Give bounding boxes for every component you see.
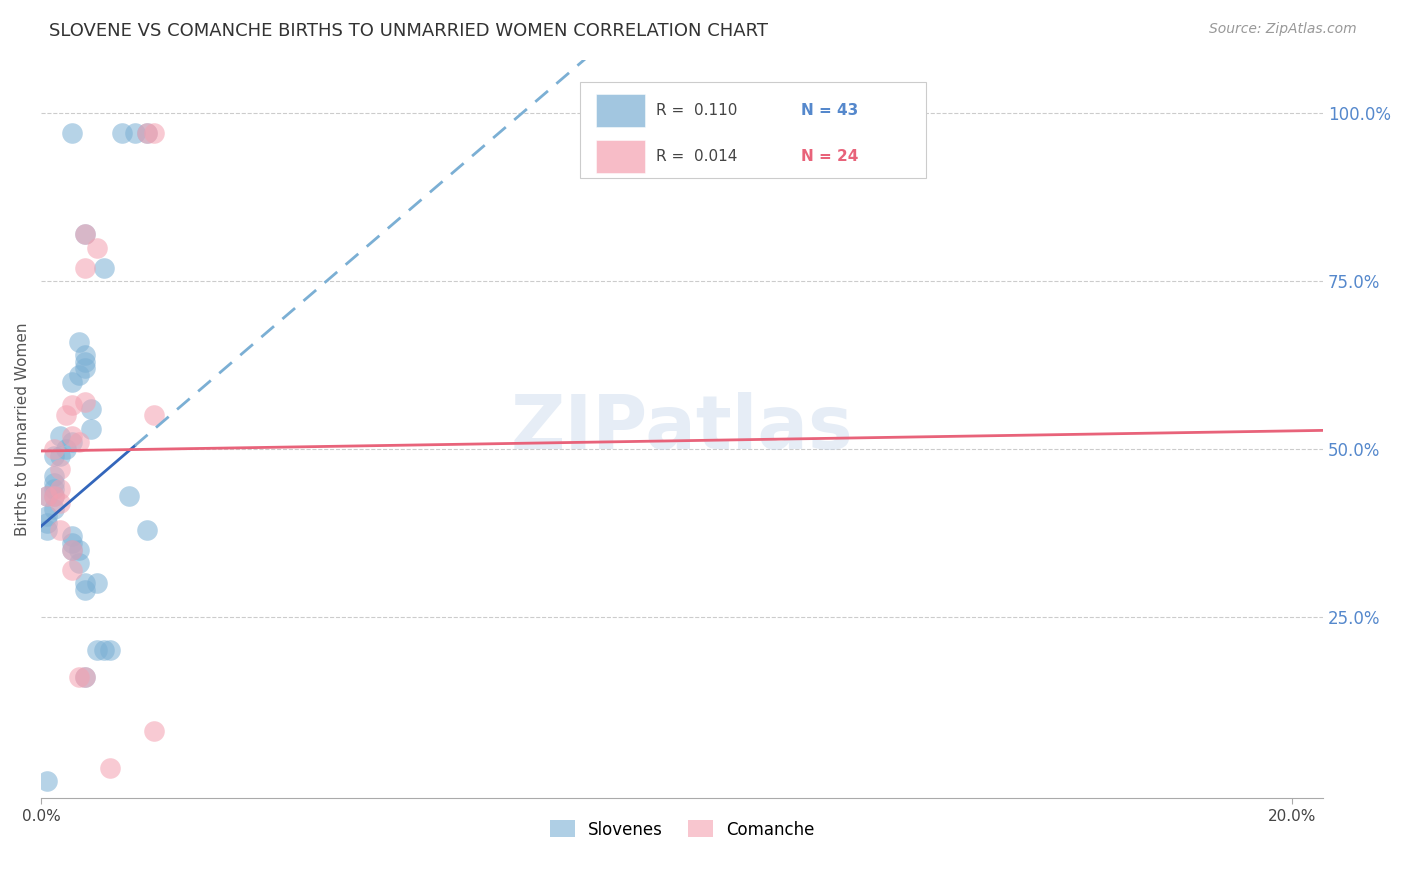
Point	[37, 489, 59, 503]
Point	[118, 489, 141, 503]
Point	[60, 428, 83, 442]
Point	[73, 395, 96, 409]
Point	[37, 489, 59, 503]
Point	[60, 398, 83, 412]
Point	[67, 435, 90, 450]
Point	[42, 449, 65, 463]
Point	[37, 509, 59, 524]
Point	[42, 502, 65, 516]
Point	[37, 774, 59, 789]
Point	[93, 643, 115, 657]
Point	[73, 670, 96, 684]
Point	[86, 576, 108, 591]
Point	[142, 127, 165, 141]
Point	[42, 489, 65, 503]
Point	[93, 260, 115, 275]
Point	[111, 127, 134, 141]
Y-axis label: Births to Unmarried Women: Births to Unmarried Women	[15, 322, 30, 535]
Point	[37, 523, 59, 537]
Point	[49, 483, 72, 497]
Point	[60, 435, 83, 450]
Point	[60, 127, 83, 141]
Text: R =  0.110: R = 0.110	[657, 103, 738, 118]
Text: N = 24: N = 24	[801, 149, 859, 164]
Point	[42, 489, 65, 503]
Point	[67, 334, 90, 349]
Point	[55, 442, 77, 456]
FancyBboxPatch shape	[596, 140, 645, 173]
Point	[124, 127, 146, 141]
Text: ZIPatlas: ZIPatlas	[510, 392, 853, 466]
Point	[49, 496, 72, 510]
Point	[60, 529, 83, 543]
Point	[60, 563, 83, 577]
Point	[80, 401, 103, 416]
Point	[42, 483, 65, 497]
Point	[42, 468, 65, 483]
Point	[136, 523, 159, 537]
Point	[98, 643, 121, 657]
Point	[60, 542, 83, 557]
Point	[42, 442, 65, 456]
Point	[60, 542, 83, 557]
Point	[73, 582, 96, 597]
Point	[49, 523, 72, 537]
Point	[73, 670, 96, 684]
Point	[73, 227, 96, 242]
Text: SLOVENE VS COMANCHE BIRTHS TO UNMARRIED WOMEN CORRELATION CHART: SLOVENE VS COMANCHE BIRTHS TO UNMARRIED …	[49, 22, 768, 40]
Text: Source: ZipAtlas.com: Source: ZipAtlas.com	[1209, 22, 1357, 37]
Point	[60, 375, 83, 389]
Point	[142, 724, 165, 739]
Point	[55, 409, 77, 423]
Text: R =  0.014: R = 0.014	[657, 149, 738, 164]
Point	[67, 542, 90, 557]
Point	[80, 422, 103, 436]
Point	[67, 368, 90, 383]
FancyBboxPatch shape	[579, 82, 925, 178]
Point	[136, 127, 159, 141]
Point	[86, 241, 108, 255]
Point	[67, 670, 90, 684]
Point	[73, 260, 96, 275]
FancyBboxPatch shape	[596, 95, 645, 127]
Point	[49, 428, 72, 442]
Point	[42, 475, 65, 490]
Point	[73, 576, 96, 591]
Point	[49, 449, 72, 463]
Point	[49, 462, 72, 476]
Text: N = 43: N = 43	[801, 103, 859, 118]
Point	[73, 348, 96, 362]
Point	[73, 227, 96, 242]
Point	[86, 643, 108, 657]
Point	[73, 355, 96, 369]
Point	[136, 127, 159, 141]
Point	[67, 556, 90, 570]
Point	[37, 516, 59, 530]
Point	[98, 761, 121, 775]
Point	[142, 409, 165, 423]
Point	[60, 536, 83, 550]
Point	[73, 361, 96, 376]
Legend: Slovenes, Comanche: Slovenes, Comanche	[543, 814, 821, 846]
